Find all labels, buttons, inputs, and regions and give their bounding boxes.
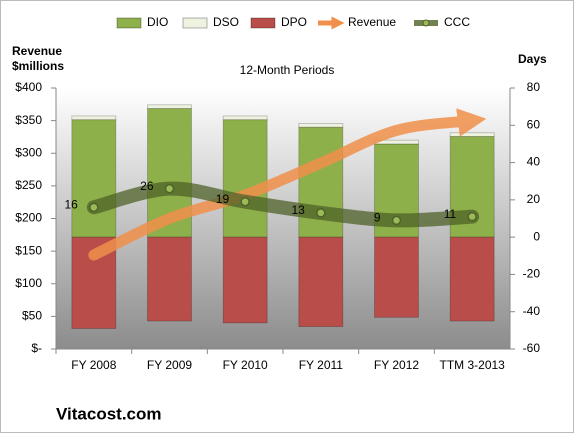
y2-tick-label: 60 [527, 117, 541, 131]
bar [71, 115, 117, 121]
bar [374, 236, 419, 318]
x-tick-label: FY 2011 [299, 358, 344, 372]
y-tick-label: $- [31, 341, 42, 355]
data-label: 11 [444, 207, 457, 221]
data-label: 13 [291, 203, 305, 217]
footer: Vitacost.com [56, 404, 162, 423]
x-tick-label: FY 2010 [223, 358, 268, 372]
bar [71, 119, 117, 238]
data-label: 26 [140, 179, 154, 193]
ccc-point [391, 215, 402, 226]
data-label: 16 [64, 197, 78, 211]
bar [298, 123, 344, 128]
y-tick-label: $350 [15, 113, 42, 127]
y2-tick-label: 80 [527, 80, 541, 94]
ccc-point [316, 208, 326, 218]
chart-title: 12-Month Periods [240, 63, 335, 77]
y2-tick-label: 0 [533, 229, 540, 243]
revenue-line [88, 108, 487, 261]
bar [449, 132, 495, 137]
legend-swatch [250, 17, 276, 29]
y-axis-label: Revenue [12, 44, 62, 58]
legend-swatch [116, 17, 142, 29]
bar [147, 104, 192, 109]
bar [222, 115, 268, 121]
y-tick-label: $100 [15, 276, 42, 290]
x-tick-label: FY 2008 [71, 358, 116, 372]
y2-tick-label: -60 [523, 341, 541, 355]
legend-label: DIO [147, 15, 168, 29]
y-tick-label: $200 [15, 211, 42, 225]
y-tick-label: $400 [15, 80, 42, 94]
data-label: 19 [216, 192, 230, 206]
legend-label: Revenue [348, 15, 396, 29]
data-label: 9 [374, 211, 381, 225]
ccc-point [89, 202, 99, 213]
y-tick-label: $300 [15, 145, 42, 159]
y-tick-label: $50 [22, 309, 42, 323]
x-tick-label: TTM 3-2013 [439, 358, 505, 372]
y2-tick-label: -40 [523, 304, 541, 318]
legend-label: DPO [281, 15, 307, 29]
ccc-point [467, 211, 477, 222]
legend-label: DSO [213, 15, 239, 29]
y-tick-label: $250 [15, 178, 42, 192]
bar [298, 236, 344, 328]
legend-marker [422, 19, 430, 27]
y-tick-label: $150 [15, 243, 42, 257]
x-tick-label: FY 2009 [147, 358, 192, 372]
y2-tick-label: 20 [527, 192, 541, 206]
legend-label: CCC [444, 15, 470, 29]
bar [222, 119, 268, 238]
y2-axis-label: Days [518, 52, 547, 66]
bar [147, 236, 192, 322]
legend-swatch [182, 17, 208, 29]
ccc-point [164, 183, 175, 194]
bar [222, 236, 268, 324]
y2-tick-label: -20 [523, 267, 541, 281]
bar [449, 236, 495, 322]
ccc-line [86, 181, 480, 228]
y-axis-label: $millions [12, 59, 64, 73]
ccc-point [240, 196, 250, 207]
x-tick-label: FY 2012 [374, 358, 419, 372]
y2-tick-label: 40 [527, 155, 541, 169]
